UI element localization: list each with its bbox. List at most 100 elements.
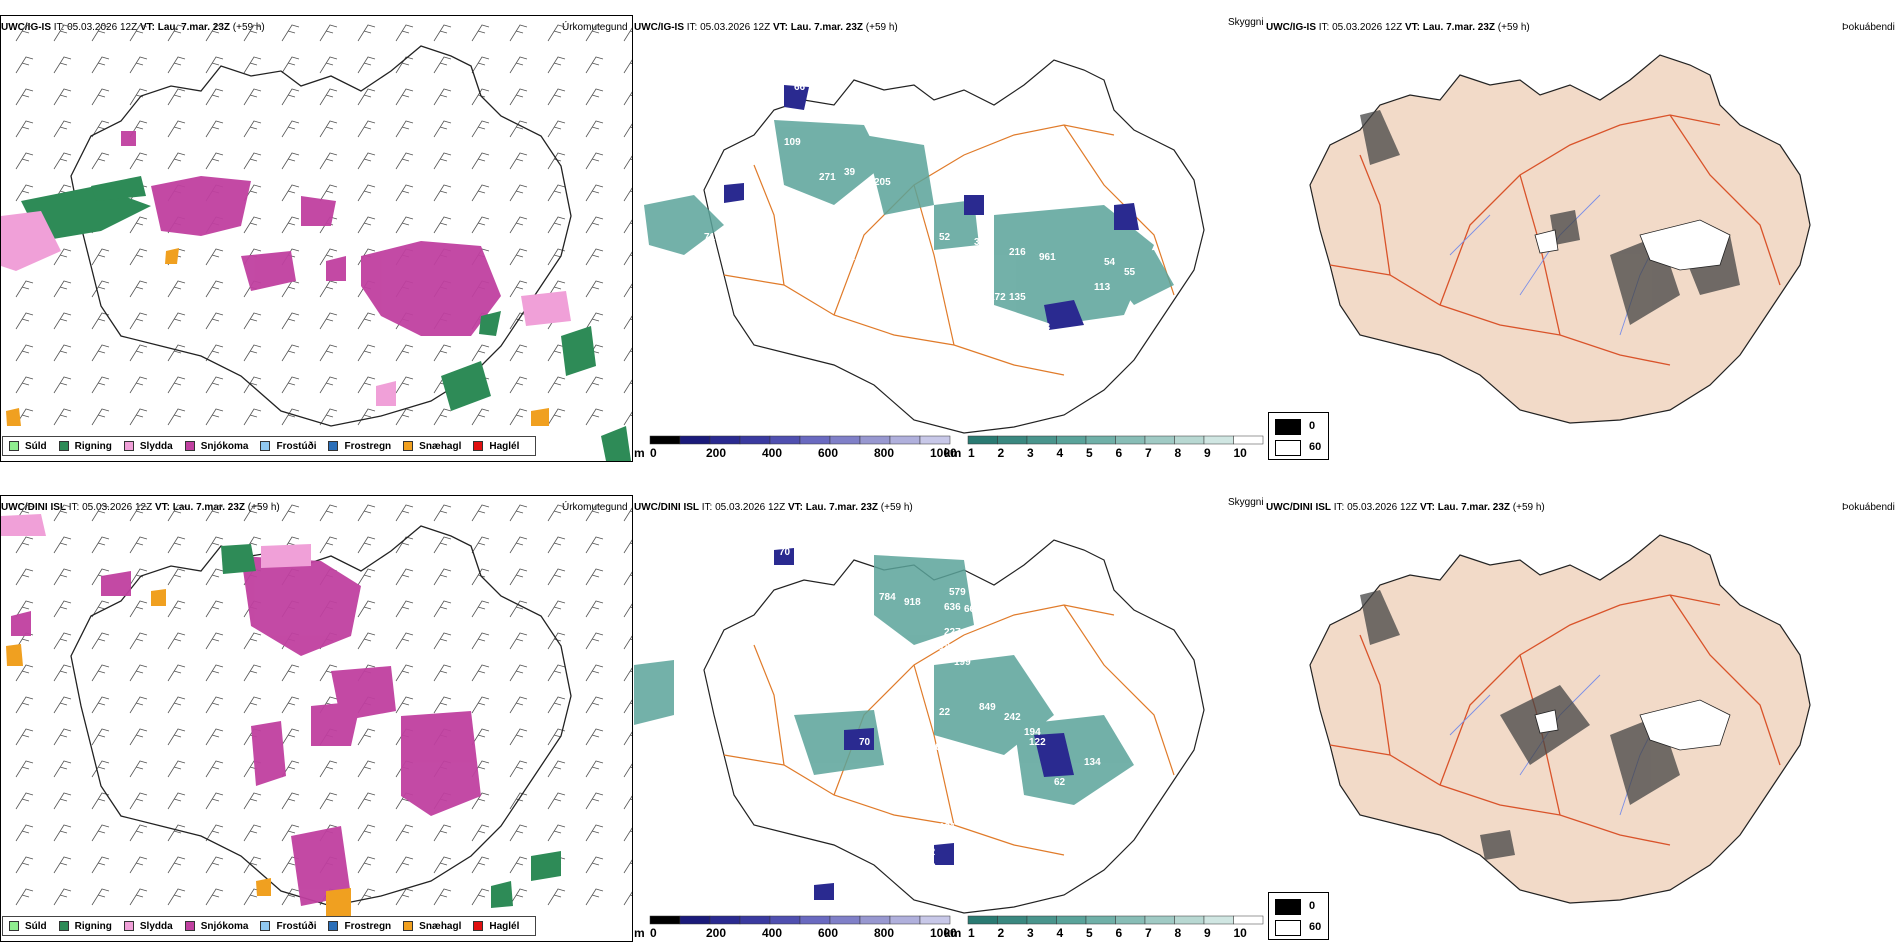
colorbar-cell [1233,915,1264,925]
wind-barb [91,888,110,906]
wind-barb [319,536,338,554]
wind-barb [623,539,632,554]
valid-time-label: VT: [154,502,170,513]
wind-barb [243,664,262,682]
wind-barb [15,24,34,42]
wind-barb [547,280,566,298]
wind-barb [547,568,566,586]
wind-barb [243,696,262,714]
wind-barb [281,792,300,810]
fog-panel-title: Þokuábendi [1842,502,1895,513]
wind-barb [281,504,300,522]
wind-barb [129,760,148,778]
glaciers [1534,699,1731,751]
wind-barb [205,792,224,810]
wind-barb [205,632,224,650]
colorbar-tick-label: 1000 [930,446,957,460]
wind-barb [205,312,224,330]
wind-barb [585,312,604,330]
wind-barb [243,376,262,394]
wind-barb [623,635,632,650]
wind-barb [91,792,110,810]
colorbar-tick-label: 3 [1027,926,1034,940]
colorbar-cell [1056,915,1087,925]
wind-barb [395,376,414,394]
wind-barb [433,824,452,842]
colorbar-cell [649,915,681,925]
wind-barb [623,795,632,810]
legend-swatch [403,441,414,451]
wind-barb [547,504,566,522]
wind-barb [167,728,186,746]
legend-label: Súld [25,920,47,932]
wind-barb [319,504,338,522]
colorbar-cell [799,435,831,445]
wind-barb [395,88,414,106]
wind-barb [167,856,186,874]
legend-label: Haglél [489,440,520,452]
colorbar-cell [1115,435,1146,445]
wind-barb [91,408,110,426]
wind-barb [205,856,224,874]
cloud-base-map-top: 66 112 109 271 39 205 119 234 158 71 48 92 600 52 35 21… [644,59,1205,434]
wind-barb [91,280,110,298]
valid-time-label: VT: [139,22,155,33]
precip-legend-item: Frostúði [260,441,316,452]
wind-barb [243,24,262,42]
wind-barb [91,760,110,778]
cloud-base-label: 216 [1009,247,1026,258]
wind-barb [281,888,300,906]
cloud-base-label: 961 [1039,252,1056,263]
wind-barb [205,120,224,138]
colorbar-cell [1026,435,1057,445]
colorbar-cell [919,435,951,445]
wind-barb [91,504,110,522]
wind-barb [471,696,490,714]
wind-barb [357,728,376,746]
wind-barb [395,152,414,170]
wind-barb [623,763,632,778]
cloud-base-label: 849 [979,702,996,713]
colorbar-cell [967,435,998,445]
wind-barb [585,152,604,170]
wind-barb [129,376,148,394]
wind-barb [547,760,566,778]
wind-barb [243,632,262,650]
colorbar-cell [859,915,891,925]
wind-barb [167,664,186,682]
legend-swatch [328,441,339,451]
wind-barb [395,504,414,522]
colorbar-tick-label: 200 [706,926,727,940]
wind-barb [91,88,110,106]
wind-barb [91,312,110,330]
wind-barb [357,152,376,170]
wind-barb [547,536,566,554]
init-time: IT: 05.03.2026 12Z [53,22,138,33]
init-time: IT: 05.03.2026 12Z [701,502,786,513]
wind-barb [167,536,186,554]
colorbar-tick-label: 8 [1174,926,1182,940]
wind-barb [395,696,414,714]
wind-barb [509,184,528,202]
cloud-base-label: 66 [794,82,806,93]
colorbar-tick-label: 10 [1233,446,1247,460]
wind-barb [547,824,566,842]
wind-barb [129,600,148,618]
wind-barb [357,376,376,394]
valid-time: Lau. 7.mar. 23Z [805,502,879,513]
wind-barb [53,536,72,554]
wind-barb [585,696,604,714]
wind-barb [471,216,490,234]
wind-barb [319,408,338,426]
wind-barb [129,280,148,298]
wind-barb [167,120,186,138]
cloud-base-label: 318 [894,767,911,778]
wind-barb [319,120,338,138]
cloud-base-low-areas [724,85,1139,330]
legend-swatch [184,921,195,931]
wind-barb [15,184,34,202]
legend-label: Rigning [74,920,112,932]
wind-barb [129,856,148,874]
init-time: IT: 05.03.2026 12Z [1318,22,1403,33]
wind-barb [471,88,490,106]
